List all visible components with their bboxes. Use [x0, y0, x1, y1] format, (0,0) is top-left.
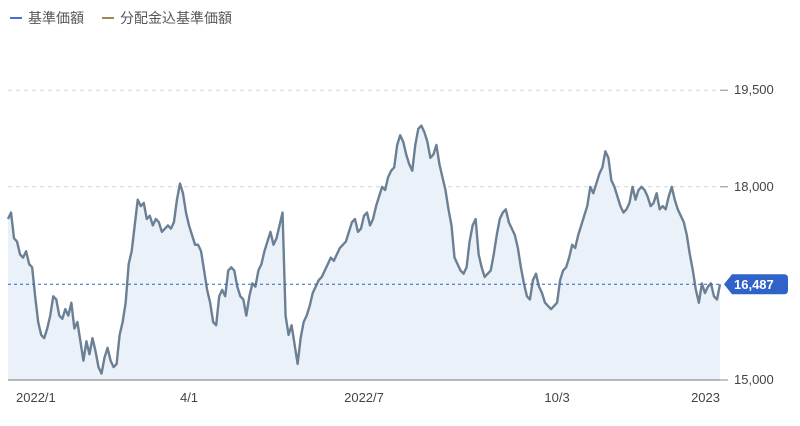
y-tick-label: 15,000: [734, 372, 774, 387]
y-axis-labels: 15,000 18,000 19,500: [734, 82, 774, 387]
legend-swatch-nav: [10, 17, 22, 19]
x-tick-label: 2022/7: [344, 390, 384, 405]
current-value-label: 16,487: [734, 277, 774, 292]
y-tick-label: 18,000: [734, 179, 774, 194]
chart-legend: 基準価額 分配金込基準価額: [10, 8, 232, 28]
legend-label-nav-with-dividends: 分配金込基準価額: [120, 10, 232, 26]
x-axis-labels: 2022/1 4/1 2022/7 10/3 2023: [16, 390, 720, 405]
x-tick-label: 4/1: [180, 390, 198, 405]
legend-item-nav[interactable]: 基準価額: [10, 8, 84, 28]
current-value-badge: [724, 274, 788, 295]
current-value-marker: 16,487: [8, 274, 788, 295]
legend-swatch-nav-with-dividends: [102, 17, 114, 19]
x-tick-label: 2022/1: [16, 390, 56, 405]
legend-item-nav-with-dividends[interactable]: 分配金込基準価額: [102, 8, 232, 28]
legend-label-nav: 基準価額: [28, 10, 84, 26]
x-tick-label: 2023: [691, 390, 720, 405]
area-fill: [8, 125, 720, 381]
y-tick-label: 19,500: [734, 82, 774, 97]
series-line: [6, 124, 722, 375]
x-tick-label: 10/3: [544, 390, 569, 405]
